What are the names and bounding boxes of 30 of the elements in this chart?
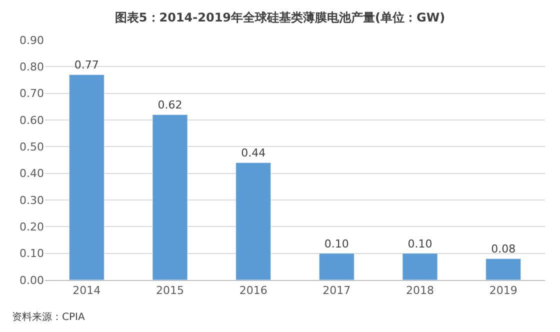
y-tick-label: 0.90 — [20, 34, 44, 47]
data-label: 0.77 — [74, 58, 99, 72]
x-tick-label: 2016 — [239, 284, 268, 298]
x-tick-label: 2018 — [406, 284, 434, 298]
data-label: 0.62 — [158, 98, 182, 112]
y-tick-label: 0.80 — [20, 60, 44, 74]
x-tick-label: 2017 — [322, 284, 351, 298]
bar — [68, 74, 104, 280]
x-tick-label: 2019 — [489, 284, 518, 298]
y-tick-label: 0.00 — [20, 274, 44, 287]
data-label: 0.10 — [408, 237, 432, 250]
y-tick-label: 0.30 — [20, 194, 44, 207]
data-label: 0.08 — [491, 242, 516, 256]
chart-title: 图表5：2014-2019年全球硅基类薄膜电池产量(单位：GW) — [114, 10, 446, 25]
y-tick-label: 0.10 — [20, 247, 44, 260]
y-tick-label: 0.50 — [20, 140, 44, 154]
y-tick-label: 0.20 — [20, 220, 44, 234]
bar — [486, 258, 522, 280]
bar — [152, 114, 188, 280]
y-tick-label: 0.40 — [20, 167, 44, 180]
text: 资料来源：CPIA — [12, 311, 85, 323]
y-tick-label: 0.60 — [20, 114, 44, 127]
y-tick-label: 0.70 — [20, 87, 44, 100]
x-tick-label: 2015 — [156, 284, 184, 298]
bar — [318, 253, 354, 280]
data-label: 0.44 — [241, 146, 266, 160]
data-label: 0.10 — [324, 237, 349, 250]
bar — [236, 162, 272, 280]
bar — [402, 253, 438, 280]
x-tick-label: 2014 — [72, 284, 101, 298]
